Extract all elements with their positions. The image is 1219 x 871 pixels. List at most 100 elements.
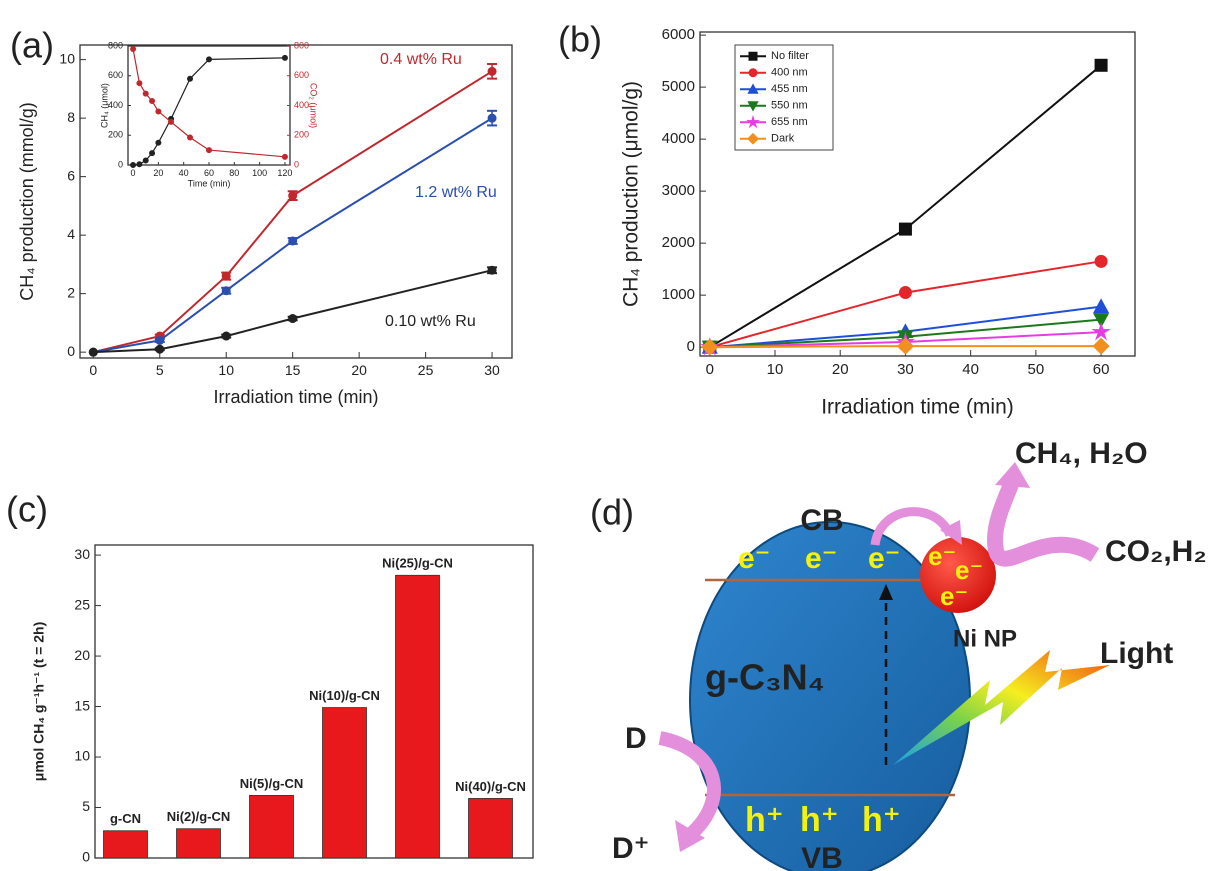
y-tick-label: 15 xyxy=(74,697,90,713)
series-line xyxy=(93,71,492,352)
x-tick-label: 50 xyxy=(1028,361,1045,378)
marker xyxy=(156,345,164,353)
donor: D xyxy=(625,722,647,755)
marker xyxy=(156,109,161,114)
marker xyxy=(282,55,287,60)
y-tick-label: 20 xyxy=(74,647,90,663)
bar-category-label: Ni(2)/g-CN xyxy=(167,809,231,824)
marker xyxy=(131,46,136,51)
y2-tick-label: 200 xyxy=(294,130,309,140)
y-tick-label: 0 xyxy=(118,159,123,169)
y-tick-label: 800 xyxy=(108,40,123,50)
marker xyxy=(131,163,136,168)
marker xyxy=(1095,255,1107,267)
y-tick-label: 8 xyxy=(67,109,75,125)
light-label: Light xyxy=(1100,637,1173,670)
marker xyxy=(156,336,164,344)
y2-tick-label: 800 xyxy=(294,40,309,50)
series-label: 0.10 wt% Ru xyxy=(385,313,476,330)
electron: e⁻ xyxy=(928,541,956,571)
bar xyxy=(323,708,367,858)
marker xyxy=(150,99,155,104)
x-tick-label: 0 xyxy=(131,168,136,178)
marker xyxy=(222,287,230,295)
x-tick-label: 60 xyxy=(204,168,214,178)
panel-label: (d) xyxy=(590,492,634,533)
marker xyxy=(188,135,193,140)
marker xyxy=(156,140,161,145)
marker xyxy=(207,148,212,153)
marker xyxy=(89,348,97,356)
marker xyxy=(488,266,496,274)
marker xyxy=(137,81,142,86)
y-tick-label: 6000 xyxy=(662,26,695,43)
y2-axis-label: CO₂ (μmol) xyxy=(309,83,319,128)
x-tick-label: 120 xyxy=(277,168,292,178)
diagram: (d) CH₄, H₂O CO₂,H₂ CB VB e⁻ e⁻ e⁻ e⁻ e⁻… xyxy=(590,437,1207,871)
marker xyxy=(1093,338,1109,354)
vb-label: VB xyxy=(801,842,843,871)
y2-tick-label: 400 xyxy=(294,100,309,110)
x-tick-label: 5 xyxy=(156,362,164,378)
marker xyxy=(143,158,148,163)
y-tick-label: 0 xyxy=(67,343,75,359)
bar-category-label: Ni(5)/g-CN xyxy=(240,776,304,791)
y-tick-label: 30 xyxy=(74,546,90,562)
marker xyxy=(289,315,297,323)
x-tick-label: 20 xyxy=(153,168,163,178)
marker xyxy=(488,67,496,75)
electron: e⁻ xyxy=(868,542,901,575)
legend-label: 400 nm xyxy=(771,67,808,79)
bar xyxy=(177,829,221,858)
x-tick-label: 30 xyxy=(484,362,500,378)
marker xyxy=(1093,324,1109,339)
electron: e⁻ xyxy=(940,581,968,611)
page: {"chart_data": [ {"type": "line", "panel… xyxy=(0,0,1219,871)
series-line xyxy=(93,270,492,352)
x-tick-label: 40 xyxy=(962,361,979,378)
legend-marker xyxy=(749,69,757,77)
series-label: 1.2 wt% Ru xyxy=(415,184,497,201)
legend-label: Dark xyxy=(771,133,795,145)
marker xyxy=(150,151,155,156)
bar-category-label: Ni(40)/g-CN xyxy=(455,779,526,794)
marker xyxy=(1095,59,1107,71)
x-tick-label: 15 xyxy=(285,362,301,378)
bar xyxy=(469,798,513,858)
marker xyxy=(169,119,174,124)
y-tick-label: 6 xyxy=(67,167,75,183)
line-chart: 0100020003000400050006000CH₄ production … xyxy=(558,19,1135,419)
legend-label: 550 nm xyxy=(771,100,808,112)
bar xyxy=(250,795,294,858)
series-line xyxy=(133,49,285,157)
y-tick-label: 600 xyxy=(108,70,123,80)
x-tick-label: 0 xyxy=(89,362,97,378)
marker xyxy=(899,287,911,299)
marker xyxy=(289,237,297,245)
marker xyxy=(143,91,148,96)
y-tick-label: 200 xyxy=(108,130,123,140)
legend-label: 655 nm xyxy=(771,116,808,128)
bar-category-label: Ni(10)/g-CN xyxy=(309,688,380,703)
y-tick-label: 1000 xyxy=(662,286,695,303)
x-tick-label: 40 xyxy=(179,168,189,178)
x-axis-label: Time (min) xyxy=(188,178,231,188)
y-tick-label: 2 xyxy=(67,284,75,300)
y-tick-label: 0 xyxy=(82,849,90,865)
x-tick-label: 20 xyxy=(832,361,849,378)
x-tick-label: 20 xyxy=(351,362,367,378)
cb-label: CB xyxy=(800,504,843,537)
x-axis-label: Irradiation time (min) xyxy=(821,396,1014,419)
bar xyxy=(104,831,148,858)
y-tick-label: 2000 xyxy=(662,234,695,251)
donor-oxidized: D⁺ xyxy=(612,832,650,865)
legend-marker xyxy=(749,52,757,60)
marker xyxy=(899,223,911,235)
np-label: Ni NP xyxy=(953,625,1017,652)
y-tick-label: 4000 xyxy=(662,130,695,147)
reaction-arrow xyxy=(995,482,1095,559)
y-tick-label: 3000 xyxy=(662,182,695,199)
bar xyxy=(396,575,440,858)
y-tick-label: 25 xyxy=(74,596,90,612)
